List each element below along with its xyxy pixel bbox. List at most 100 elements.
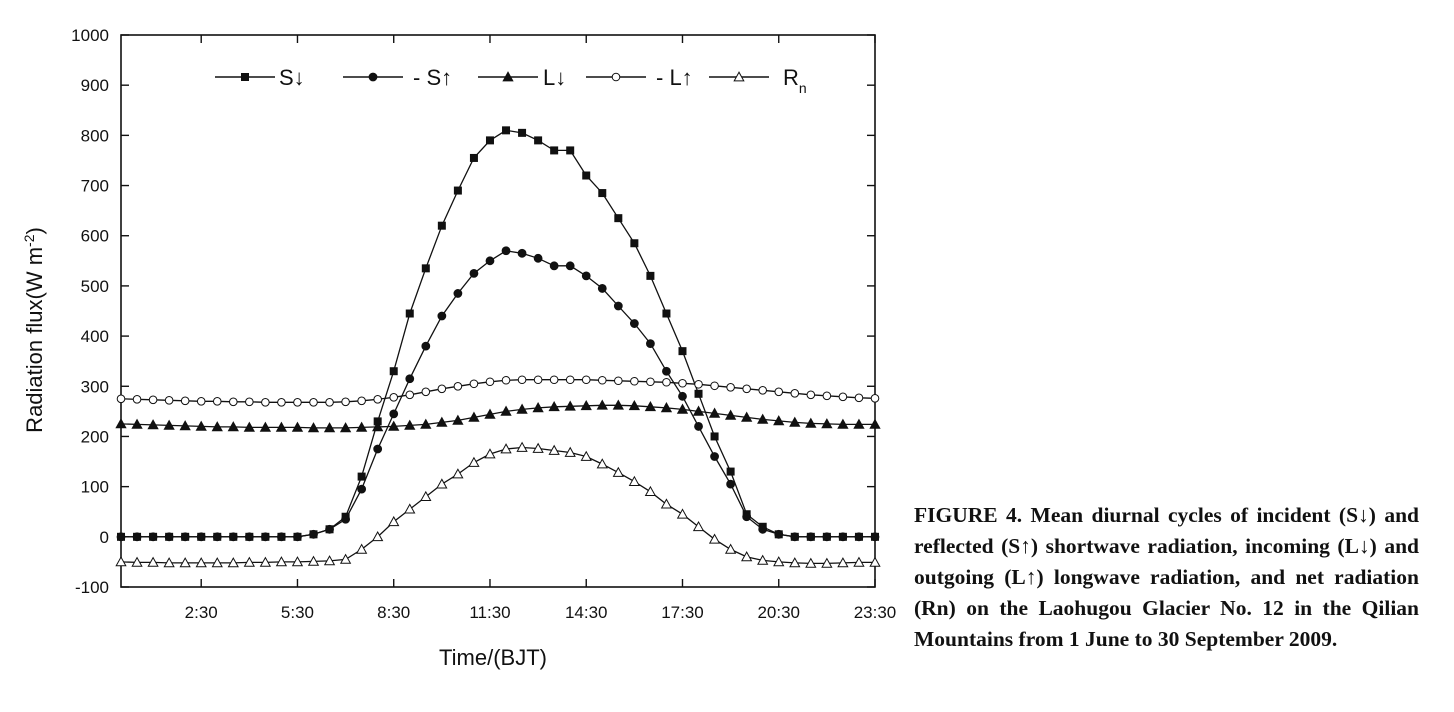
data-point: [708, 533, 721, 544]
x-axis-title: Time/(BJT): [439, 645, 547, 670]
data-point: [742, 384, 751, 394]
legend-marker: [240, 73, 249, 82]
data-point: [678, 378, 687, 388]
chart: -100 0 100 200 300 400 500 600 700 800 900 1000 2:3…: [21, 26, 896, 670]
data-point: [838, 392, 848, 402]
data-point: [870, 394, 880, 403]
data-point: [692, 405, 705, 416]
data-point: [357, 396, 366, 406]
data-point: [678, 347, 687, 356]
data-point: [518, 128, 527, 137]
data-point: [452, 468, 464, 479]
data-point: [196, 532, 206, 542]
x-tick-label: 11:30: [469, 603, 510, 622]
data-point: [644, 401, 657, 412]
data-point: [421, 264, 430, 273]
data-point: [614, 214, 623, 223]
data-point: [405, 309, 414, 318]
data-point: [196, 397, 206, 406]
data-point: [773, 415, 785, 426]
data-point: [389, 393, 399, 402]
data-point: [805, 557, 817, 568]
data-point: [436, 416, 448, 427]
legend-label: - L↑: [656, 65, 693, 90]
data-point: [726, 382, 735, 392]
data-point: [710, 452, 719, 461]
data-point: [565, 375, 575, 385]
data-point: [821, 418, 833, 429]
data-point: [774, 387, 784, 397]
legend: S↓ - S↑ L↓ - L↑ Rn: [215, 65, 807, 96]
data-point: [516, 441, 528, 452]
y-tick-label: 0: [100, 528, 109, 547]
data-point: [132, 532, 142, 542]
data-point: [646, 271, 655, 280]
data-point: [612, 399, 624, 410]
data-point: [179, 557, 191, 568]
data-point: [437, 384, 447, 394]
series-3: [116, 375, 880, 407]
series-layer: [115, 126, 881, 568]
y-axis-title: Radiation flux(W m-2): [21, 227, 47, 433]
data-point: [532, 402, 544, 413]
legend-label: - S↑: [413, 65, 452, 90]
data-point: [822, 391, 832, 401]
data-point: [291, 556, 304, 567]
data-point: [821, 557, 833, 568]
data-point: [291, 421, 304, 432]
data-point: [468, 411, 480, 422]
data-point: [662, 366, 671, 376]
data-point: [533, 253, 543, 263]
data-point: [131, 418, 143, 429]
data-point: [532, 442, 544, 453]
legend-label: S↓: [279, 65, 305, 90]
data-point: [628, 475, 641, 486]
plot-border: [120, 34, 876, 588]
data-point: [453, 289, 463, 298]
y-axis-title-exp: -2: [21, 234, 37, 247]
data-point: [580, 400, 592, 411]
data-point: [339, 553, 352, 564]
legend-item-1: - S↑: [343, 65, 452, 90]
data-point: [646, 339, 655, 349]
data-point: [517, 375, 527, 385]
legend-item-3: - L↑: [586, 65, 693, 90]
data-point: [646, 377, 655, 387]
data-point: [227, 421, 239, 432]
data-point: [115, 418, 127, 429]
data-point: [325, 524, 334, 534]
data-point: [629, 319, 639, 328]
data-point: [678, 391, 687, 401]
x-tick-label: 2:30: [185, 603, 218, 622]
data-point: [323, 422, 336, 433]
data-point: [580, 450, 592, 461]
data-point: [147, 419, 159, 430]
data-point: [339, 422, 352, 433]
y-tick-label: 500: [81, 277, 109, 296]
plot-frame: [120, 34, 876, 588]
data-point: [115, 556, 127, 567]
data-point: [485, 136, 494, 145]
legend-marker: [611, 72, 621, 82]
data-point: [195, 557, 207, 568]
y-tick-label: 1000: [71, 26, 109, 45]
series-line: [120, 446, 875, 565]
data-point: [195, 420, 207, 431]
data-point: [437, 311, 447, 321]
data-point: [790, 532, 800, 542]
data-point: [211, 421, 223, 432]
data-point: [485, 256, 495, 266]
data-point: [453, 381, 463, 391]
data-point: [870, 532, 880, 542]
data-point: [307, 555, 320, 566]
data-point: [147, 556, 159, 567]
data-point: [549, 261, 559, 271]
data-point: [388, 420, 400, 431]
data-point: [420, 490, 432, 502]
data-point: [227, 557, 239, 568]
data-point: [596, 399, 608, 410]
data-point: [853, 556, 865, 567]
data-point: [228, 397, 238, 407]
data-point: [275, 421, 288, 432]
data-point: [243, 421, 255, 432]
